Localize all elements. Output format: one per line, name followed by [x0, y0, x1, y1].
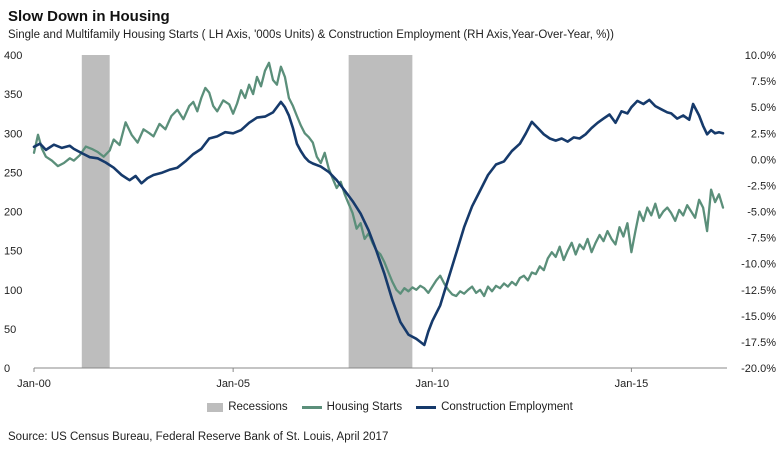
- x-axis-tick-label: Jan-05: [216, 378, 250, 390]
- right-axis-tick-label: 0.0%: [751, 154, 776, 166]
- left-axis-tick-label: 400: [4, 50, 22, 62]
- legend-label-recessions: Recessions: [228, 401, 288, 413]
- chart-subtitle: Single and Multifamily Housing Starts ( …: [8, 29, 614, 41]
- x-axis-tick-label: Jan-10: [415, 378, 449, 390]
- x-axis-tick-label: Jan-00: [17, 378, 51, 390]
- legend-swatch-housing-starts: [301, 405, 322, 409]
- chart-title: Slow Down in Housing: [8, 8, 170, 25]
- left-axis-tick-label: 300: [4, 128, 22, 140]
- right-axis-tick-label: 2.5%: [751, 128, 776, 140]
- left-axis-tick-label: 200: [4, 207, 22, 219]
- legend-item-construction-employment: Construction Employment: [416, 401, 573, 413]
- series-line-housing-starts: [32, 61, 725, 298]
- right-axis-tick-label: -17.5%: [741, 337, 776, 349]
- legend-label-housing-starts: Housing Starts: [326, 401, 403, 413]
- chart-canvas: 0 50 100 150 200 250 300 350 400 -20.0% -17.5% -15.…: [4, 50, 776, 390]
- legend-label-construction-employment: Construction Employment: [441, 401, 573, 413]
- right-axis-tick-label: -5.0%: [747, 207, 776, 219]
- legend-swatch-construction-employment: [416, 405, 437, 409]
- legend-item-recessions: Recessions: [207, 401, 288, 413]
- left-axis-tick-label: 0: [4, 363, 10, 375]
- x-axis-tick-label: Jan-15: [615, 378, 649, 390]
- left-axis-tick-label: 50: [4, 324, 16, 336]
- right-axis-tick-label: -20.0%: [741, 363, 776, 375]
- left-axis-tick-label: 350: [4, 89, 22, 101]
- left-axis-tick-label: 100: [4, 285, 22, 297]
- series-line-construction-employment: [32, 98, 725, 347]
- legend-item-housing-starts: Housing Starts: [301, 401, 403, 413]
- left-axis-tick-label: 250: [4, 167, 22, 179]
- right-axis-tick-label: 10.0%: [745, 50, 776, 62]
- recession-band-1: [81, 55, 110, 368]
- right-axis-tick-label: -7.5%: [747, 233, 776, 245]
- right-axis-tick-label: -10.0%: [741, 259, 776, 271]
- legend-swatch-recessions: [207, 402, 224, 412]
- right-axis-tick-label: -15.0%: [741, 311, 776, 323]
- legend: Recessions Housing Starts Construction E…: [0, 401, 780, 413]
- right-axis-tick-label: 7.5%: [751, 76, 776, 88]
- right-axis-tick-label: -12.5%: [741, 285, 776, 297]
- right-axis-tick-label: -2.5%: [747, 180, 776, 192]
- right-axis-tick-label: 5.0%: [751, 102, 776, 114]
- left-axis-tick-label: 150: [4, 246, 22, 258]
- source-note: Source: US Census Bureau, Federal Reserv…: [8, 431, 389, 443]
